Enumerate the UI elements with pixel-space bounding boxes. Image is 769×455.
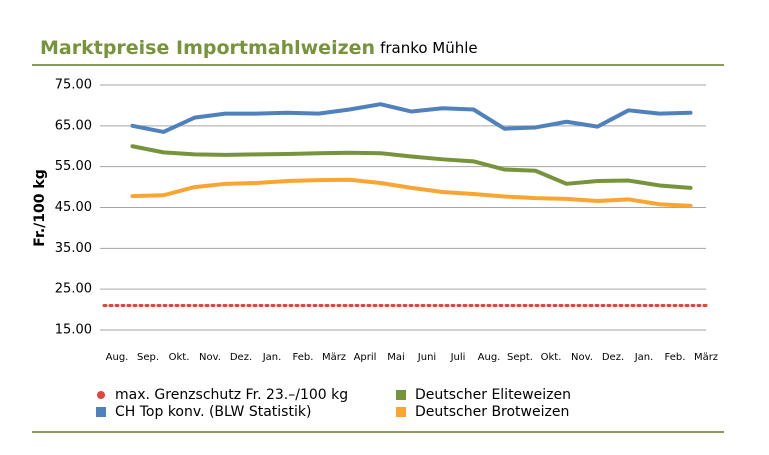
x-tick-label: Feb. [293, 352, 314, 363]
x-tick-label: Dez. [230, 352, 252, 363]
x-tick-label: Juni [417, 352, 436, 363]
y-tick-label: 45.00 [55, 200, 92, 215]
x-tick-label: Okt. [541, 352, 562, 363]
x-tick-label: Dez. [602, 352, 624, 363]
x-tick-label: Aug. [478, 352, 501, 363]
x-tick-label: Sept. [507, 352, 533, 363]
legend-marker [97, 391, 105, 399]
y-tick-label: 25.00 [55, 282, 92, 297]
y-tick-label: 65.00 [55, 118, 92, 133]
x-tick-label: Sep. [137, 352, 159, 363]
x-tick-label: Okt. [169, 352, 190, 363]
y-tick-label: 35.00 [55, 241, 92, 256]
legend-marker [396, 407, 406, 417]
series-line [130, 102, 693, 134]
x-tick-label: April [354, 352, 377, 363]
series-line [130, 144, 693, 190]
legend-label: Deutscher Brotweizen [415, 404, 569, 420]
x-tick-label: Feb. [665, 352, 686, 363]
x-tick-label: Jan. [262, 352, 282, 363]
x-tick-label: Jan. [634, 352, 654, 363]
x-tick-label: März [694, 352, 718, 363]
legend-label: Deutscher Eliteweizen [415, 387, 571, 403]
chart-title-group: Marktpreise Importmahlweizen franko Mühle [40, 37, 478, 59]
x-tick-label: Aug. [106, 352, 129, 363]
legend-marker [396, 390, 406, 400]
x-tick-label: Mai [387, 352, 405, 363]
x-tick-label: März [322, 352, 346, 363]
legend-label: CH Top konv. (BLW Statistik) [115, 404, 311, 420]
x-tick-label: Juli [450, 352, 466, 363]
x-tick-label: Nov. [571, 352, 593, 363]
x-tick-label: Nov. [199, 352, 221, 363]
chart-subtitle: franko Mühle [380, 39, 478, 57]
legend-label: max. Grenzschutz Fr. 23.–/100 kg [115, 387, 348, 403]
series-line [130, 177, 693, 208]
y-axis-label: Fr./100 kg [32, 169, 48, 246]
y-tick-label: 55.00 [55, 159, 92, 174]
chart-title: Marktpreise Importmahlweizen [40, 37, 375, 59]
y-tick-label: 15.00 [55, 323, 92, 338]
legend-marker [96, 407, 106, 417]
y-tick-label: 75.00 [55, 78, 92, 93]
